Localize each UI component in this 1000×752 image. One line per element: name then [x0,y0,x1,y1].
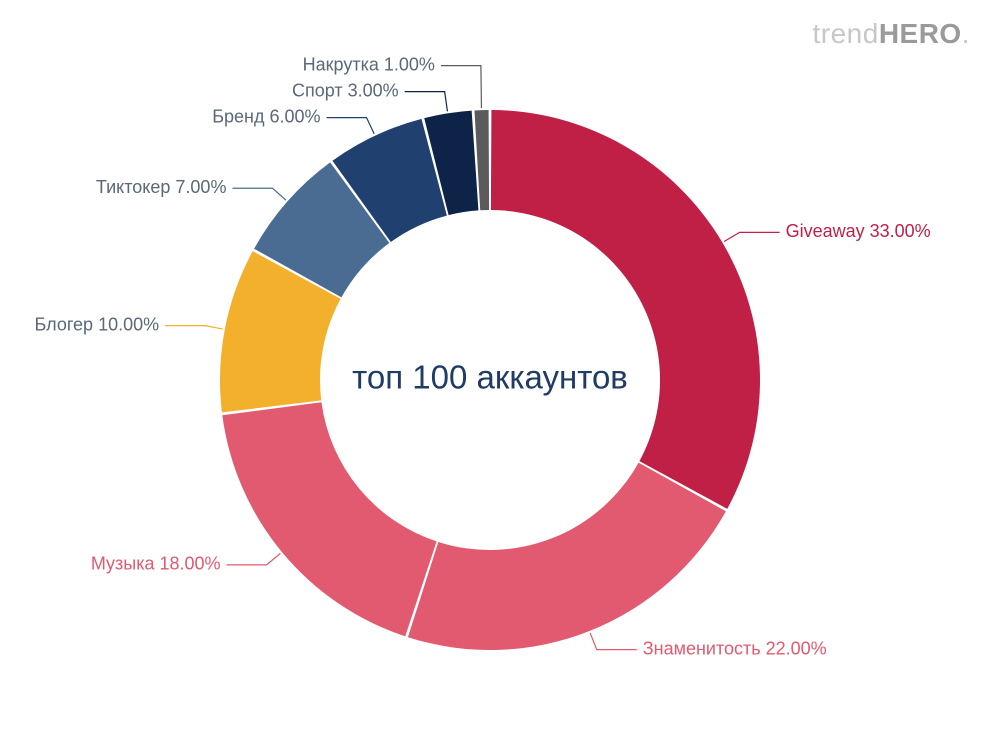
leader-line [441,66,482,109]
leader-line [590,633,637,650]
leader-line [165,326,223,329]
leader-line [405,92,448,112]
segment-label: Тиктокер 7.00% [96,177,227,197]
segment-label: Giveaway 33.00% [786,221,931,241]
chart-container: { "logo": { "part1": "trend", "part2": "… [0,0,1000,752]
segment-label: Накрутка 1.00% [303,54,435,74]
donut-chart: Giveaway 33.00% Знаменитость 22.00% Музыка… [0,0,1000,752]
segment-label: Бренд 6.00% [212,106,320,126]
segment-label: Музыка 18.00% [91,554,221,574]
segment-label: Знаменитость 22.00% [643,638,827,658]
leader-line [327,118,375,134]
leader-line [227,553,281,564]
segment-label: Спорт 3.00% [292,80,399,100]
donut-segment [408,463,726,650]
segment-label: Блогер 10.00% [35,314,160,334]
chart-center-title: топ 100 аккаунтов [352,359,628,396]
leader-line [724,232,779,241]
donut-segment [491,110,760,509]
leader-line [232,188,286,200]
donut-segment [222,402,436,636]
